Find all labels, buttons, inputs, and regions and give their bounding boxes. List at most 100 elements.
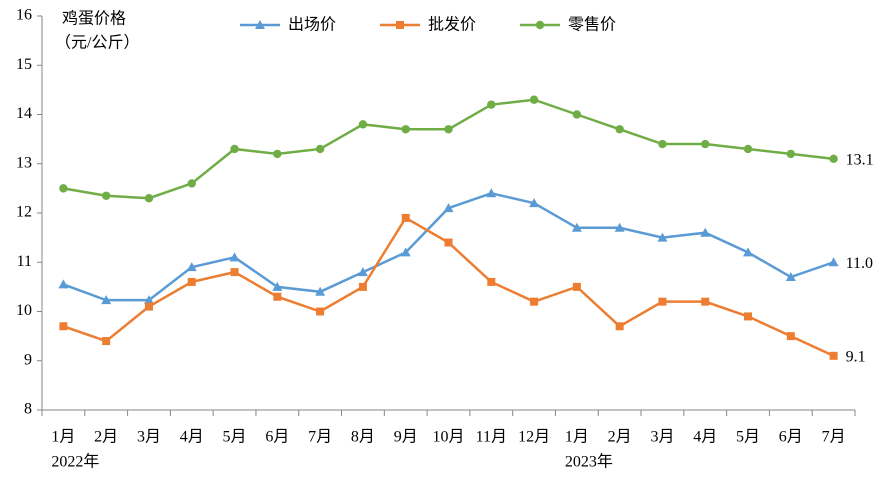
marker bbox=[744, 312, 753, 321]
x-tick-label: 6月 bbox=[779, 429, 803, 446]
marker bbox=[230, 268, 239, 277]
marker bbox=[786, 332, 795, 341]
marker bbox=[358, 282, 367, 291]
y-tick-label: 11 bbox=[17, 253, 32, 270]
marker bbox=[401, 125, 410, 134]
marker bbox=[658, 139, 667, 149]
y-tick-label: 13 bbox=[16, 154, 32, 171]
y-axis-label: （元/公斤） bbox=[55, 34, 139, 52]
marker bbox=[701, 297, 710, 306]
x-tick-label: 2月 bbox=[94, 429, 118, 446]
marker bbox=[530, 297, 539, 306]
year-label: 2023年 bbox=[565, 453, 613, 471]
marker bbox=[358, 120, 368, 129]
marker bbox=[272, 281, 283, 291]
value-label: 9.1 bbox=[846, 348, 866, 365]
y-tick-label: 14 bbox=[16, 105, 32, 122]
x-tick-label: 7月 bbox=[822, 429, 846, 446]
marker bbox=[615, 125, 624, 134]
x-tick-label: 8月 bbox=[351, 429, 375, 446]
marker bbox=[187, 179, 196, 188]
marker bbox=[400, 247, 411, 257]
marker bbox=[58, 279, 69, 289]
value-label: 13.1 bbox=[846, 151, 874, 168]
marker bbox=[316, 307, 325, 316]
legend-label: 出场价 bbox=[288, 16, 336, 34]
marker bbox=[614, 222, 625, 232]
marker bbox=[572, 282, 581, 291]
x-tick-label: 4月 bbox=[180, 429, 204, 446]
marker bbox=[315, 286, 326, 296]
marker bbox=[828, 257, 839, 267]
legend-marker bbox=[255, 20, 265, 29]
y-tick-label: 12 bbox=[16, 204, 32, 221]
marker bbox=[486, 188, 497, 198]
marker bbox=[785, 272, 796, 282]
marker bbox=[572, 110, 582, 119]
series-line bbox=[63, 98, 834, 200]
marker bbox=[101, 295, 112, 305]
marker bbox=[615, 322, 624, 331]
y-tick-label: 15 bbox=[16, 56, 32, 73]
marker bbox=[187, 277, 196, 286]
y-tick-label: 16 bbox=[16, 7, 32, 24]
x-tick-label: 1月 bbox=[51, 429, 75, 446]
marker bbox=[144, 302, 153, 311]
marker bbox=[529, 95, 539, 104]
legend-marker bbox=[535, 20, 545, 30]
marker bbox=[743, 144, 753, 154]
marker bbox=[487, 100, 496, 109]
marker bbox=[315, 144, 325, 154]
marker bbox=[786, 149, 796, 159]
legend-label: 批发价 bbox=[428, 16, 476, 34]
marker bbox=[101, 191, 111, 200]
marker bbox=[657, 232, 668, 242]
x-tick-label: 12月 bbox=[518, 429, 550, 446]
marker bbox=[144, 194, 154, 203]
year-label: 2022年 bbox=[51, 453, 99, 471]
marker bbox=[273, 292, 282, 301]
x-tick-label: 5月 bbox=[223, 429, 247, 446]
marker bbox=[487, 277, 496, 286]
x-tick-label: 2月 bbox=[608, 429, 632, 446]
y-axis-label: 鸡蛋价格 bbox=[62, 10, 126, 28]
marker bbox=[571, 222, 582, 232]
marker bbox=[743, 247, 754, 257]
x-tick-label: 5月 bbox=[736, 429, 760, 446]
x-tick-label: 9月 bbox=[394, 429, 418, 446]
x-tick-label: 4月 bbox=[693, 429, 717, 446]
marker bbox=[443, 203, 454, 213]
marker bbox=[658, 297, 667, 306]
y-tick-label: 8 bbox=[24, 401, 32, 418]
marker bbox=[357, 267, 368, 277]
x-tick-label: 3月 bbox=[137, 429, 161, 446]
marker bbox=[701, 139, 710, 149]
marker bbox=[829, 351, 838, 360]
marker bbox=[273, 149, 282, 159]
marker bbox=[444, 238, 453, 247]
y-tick-label: 9 bbox=[24, 351, 32, 368]
marker bbox=[59, 322, 68, 331]
y-tick-label: 10 bbox=[16, 302, 32, 319]
marker bbox=[102, 337, 111, 346]
marker bbox=[401, 213, 410, 222]
value-label: 11.0 bbox=[846, 255, 873, 272]
x-tick-label: 7月 bbox=[308, 429, 332, 446]
marker bbox=[186, 262, 197, 272]
x-tick-label: 10月 bbox=[432, 429, 464, 446]
legend-marker bbox=[396, 21, 404, 29]
marker bbox=[529, 198, 540, 208]
marker bbox=[230, 144, 239, 154]
marker bbox=[829, 154, 838, 164]
marker bbox=[143, 295, 154, 305]
x-tick-label: 1月 bbox=[565, 429, 589, 446]
marker bbox=[444, 125, 453, 134]
x-tick-label: 11月 bbox=[476, 429, 507, 446]
marker bbox=[59, 184, 68, 193]
x-tick-label: 6月 bbox=[265, 429, 289, 446]
x-tick-label: 3月 bbox=[650, 429, 674, 446]
marker bbox=[229, 252, 240, 262]
legend-label: 零售价 bbox=[568, 16, 616, 34]
marker bbox=[700, 227, 711, 237]
